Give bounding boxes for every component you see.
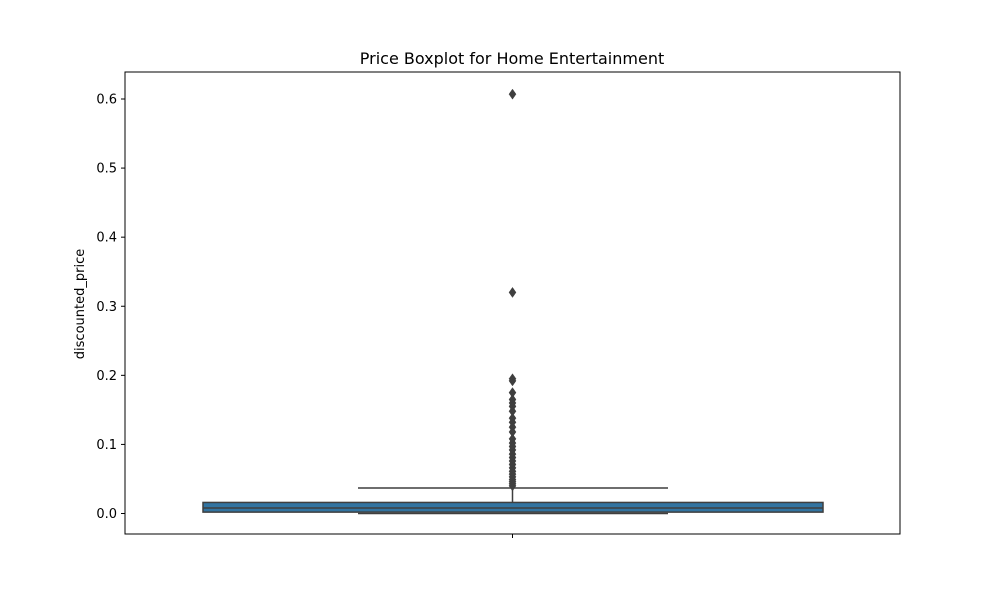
y-axis: 0.0 0.1 0.2 0.3 0.4 0.5 0.6	[96, 93, 125, 522]
y-tick-label: 0.4	[96, 231, 117, 246]
y-tick-label: 0.0	[96, 507, 117, 522]
y-tick-label: 0.5	[96, 162, 117, 177]
axes-frame	[124, 71, 901, 535]
plot-area	[202, 88, 824, 515]
chart-title: Price Boxplot for Home Entertainment	[360, 49, 664, 68]
y-axis-label: discounted_price	[73, 249, 88, 359]
outlier-point	[508, 88, 517, 100]
outlier-point	[508, 375, 517, 387]
y-tick-label: 0.1	[96, 438, 117, 453]
y-tick-label: 0.2	[96, 369, 117, 384]
y-tick-label: 0.3	[96, 300, 117, 315]
outlier-point	[508, 480, 517, 492]
outlier-point	[508, 286, 517, 298]
y-tick-label: 0.6	[96, 93, 117, 108]
